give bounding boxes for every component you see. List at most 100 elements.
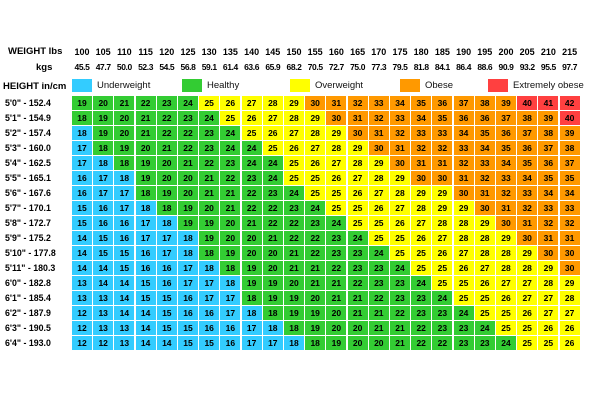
bmi-cell: 27 bbox=[305, 141, 326, 155]
bmi-cell: 38 bbox=[474, 96, 495, 110]
weight-lbs-value: 100 bbox=[74, 47, 90, 57]
bmi-cell: 18 bbox=[135, 186, 156, 200]
bmi-cell: 25 bbox=[517, 321, 538, 335]
bmi-cell: 22 bbox=[199, 156, 220, 170]
weight-lbs-value: 200 bbox=[498, 47, 514, 57]
bmi-cell: 25 bbox=[284, 156, 304, 170]
bmi-cell: 18 bbox=[114, 171, 135, 185]
weight-kg-value: 75.0 bbox=[350, 62, 366, 72]
bmi-cell: 19 bbox=[178, 201, 198, 215]
bmi-cell: 17 bbox=[93, 171, 114, 185]
bmi-cell: 24 bbox=[178, 96, 198, 110]
bmi-cell: 13 bbox=[93, 306, 114, 320]
bmi-cell: 23 bbox=[284, 201, 304, 215]
bmi-cell: 30 bbox=[538, 246, 559, 260]
bmi-cell: 17 bbox=[93, 186, 114, 200]
bmi-cell: 29 bbox=[453, 201, 474, 215]
bmi-cell: 32 bbox=[517, 201, 538, 215]
bmi-cell: 26 bbox=[453, 261, 474, 275]
bmi-cell: 24 bbox=[432, 291, 453, 305]
bmi-cell: 27 bbox=[559, 306, 580, 320]
bmi-cell: 25 bbox=[496, 306, 516, 320]
bmi-cell: 34 bbox=[390, 96, 410, 110]
bmi-cell: 25 bbox=[496, 321, 516, 335]
weight-lbs-value: 205 bbox=[519, 47, 535, 57]
bmi-cell: 17 bbox=[114, 186, 135, 200]
bmi-cell: 17 bbox=[220, 306, 241, 320]
bmi-cell: 16 bbox=[72, 186, 92, 200]
bmi-cell: 33 bbox=[538, 201, 559, 215]
bmi-cell: 24 bbox=[220, 141, 241, 155]
bmi-cell: 19 bbox=[305, 321, 326, 335]
legend-label: Extremely obese bbox=[513, 80, 584, 91]
bmi-cell: 14 bbox=[72, 246, 92, 260]
bmi-cell: 18 bbox=[284, 321, 304, 335]
bmi-cell: 17 bbox=[156, 246, 177, 260]
bmi-cell: 19 bbox=[114, 141, 135, 155]
bmi-cell: 28 bbox=[390, 186, 410, 200]
underweight-swatch bbox=[72, 79, 92, 92]
bmi-cell: 30 bbox=[559, 246, 580, 260]
bmi-cell: 34 bbox=[411, 111, 432, 125]
bmi-cell: 36 bbox=[517, 141, 538, 155]
bmi-cell: 20 bbox=[156, 171, 177, 185]
bmi-cell: 36 bbox=[432, 96, 453, 110]
height-row-label: 5'4" - 162.5 bbox=[5, 158, 51, 168]
bmi-cell: 25 bbox=[305, 171, 326, 185]
bmi-cell: 23 bbox=[199, 141, 220, 155]
weight-lbs-value: 125 bbox=[180, 47, 196, 57]
bmi-cell: 16 bbox=[156, 276, 177, 290]
bmi-cell: 39 bbox=[496, 96, 516, 110]
bmi-cell: 12 bbox=[72, 321, 92, 335]
bmi-cell: 21 bbox=[368, 306, 389, 320]
bmi-cell: 16 bbox=[93, 216, 114, 230]
bmi-cell: 27 bbox=[538, 306, 559, 320]
bmi-cell: 31 bbox=[474, 186, 495, 200]
bmi-cell: 27 bbox=[390, 201, 410, 215]
weight-kg-value: 63.6 bbox=[244, 62, 260, 72]
height-row-label: 6'0" - 182.8 bbox=[5, 278, 51, 288]
bmi-cell: 19 bbox=[199, 216, 220, 230]
bmi-cell: 24 bbox=[411, 276, 432, 290]
weight-kg-value: 86.4 bbox=[456, 62, 472, 72]
bmi-cell: 20 bbox=[199, 201, 220, 215]
kgs-axis-label: kgs bbox=[36, 62, 53, 73]
bmi-cell: 33 bbox=[368, 96, 389, 110]
height-row-label: 5'10" - 177.8 bbox=[5, 248, 56, 258]
weight-lbs-value: 135 bbox=[222, 47, 238, 57]
height-row-label: 5'0" - 152.4 bbox=[5, 98, 51, 108]
bmi-cell: 18 bbox=[199, 246, 220, 260]
bmi-cell: 30 bbox=[432, 171, 453, 185]
bmi-cell: 33 bbox=[432, 126, 453, 140]
weight-lbs-value: 115 bbox=[138, 47, 153, 57]
bmi-cell: 25 bbox=[538, 336, 559, 350]
bmi-cell: 21 bbox=[220, 186, 241, 200]
bmi-cell: 16 bbox=[93, 201, 114, 215]
bmi-cell: 22 bbox=[156, 126, 177, 140]
height-row-label: 5'8" - 172.7 bbox=[5, 218, 51, 228]
bmi-cell: 19 bbox=[326, 336, 347, 350]
bmi-cell: 18 bbox=[114, 156, 135, 170]
bmi-cell: 23 bbox=[199, 126, 220, 140]
bmi-cell: 15 bbox=[93, 246, 114, 260]
bmi-cell: 33 bbox=[390, 111, 410, 125]
weight-kg-value: 88.6 bbox=[477, 62, 493, 72]
bmi-cell: 15 bbox=[72, 216, 92, 230]
bmi-cell: 35 bbox=[474, 126, 495, 140]
bmi-cell: 13 bbox=[93, 291, 114, 305]
bmi-cell: 32 bbox=[390, 126, 410, 140]
bmi-cell: 18 bbox=[93, 156, 114, 170]
weight-kg-value: 95.5 bbox=[540, 62, 556, 72]
bmi-cell: 20 bbox=[135, 141, 156, 155]
weight-lbs-value: 145 bbox=[265, 47, 281, 57]
bmi-cell: 20 bbox=[347, 321, 368, 335]
bmi-cell: 42 bbox=[559, 96, 580, 110]
bmi-cell: 23 bbox=[241, 171, 262, 185]
bmi-cell: 36 bbox=[496, 126, 516, 140]
bmi-cell: 17 bbox=[114, 201, 135, 215]
bmi-cell: 19 bbox=[241, 276, 262, 290]
bmi-cell: 23 bbox=[474, 336, 495, 350]
bmi-cell: 21 bbox=[262, 231, 283, 245]
bmi-cell: 15 bbox=[156, 306, 177, 320]
bmi-cell: 19 bbox=[262, 291, 283, 305]
